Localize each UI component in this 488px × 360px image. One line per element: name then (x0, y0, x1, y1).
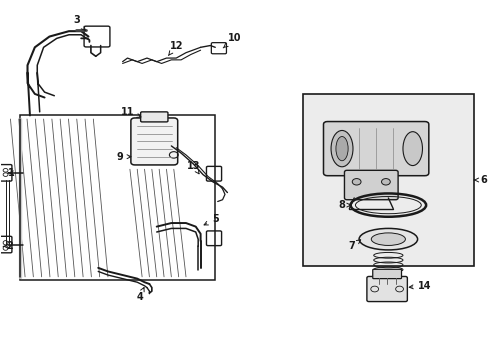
Text: 7: 7 (347, 240, 360, 251)
Text: 11: 11 (121, 107, 141, 117)
Ellipse shape (335, 136, 347, 161)
Text: 6: 6 (473, 175, 486, 185)
FancyBboxPatch shape (323, 122, 428, 176)
Text: 8: 8 (338, 200, 350, 210)
Text: 4: 4 (136, 288, 144, 302)
Ellipse shape (351, 179, 360, 185)
Text: 12: 12 (168, 41, 183, 55)
FancyBboxPatch shape (372, 269, 401, 279)
FancyBboxPatch shape (344, 170, 397, 200)
Text: 5: 5 (203, 215, 218, 225)
Ellipse shape (358, 228, 417, 250)
Text: 9: 9 (117, 152, 131, 162)
Ellipse shape (370, 233, 405, 246)
Text: 14: 14 (408, 281, 431, 291)
Polygon shape (303, 94, 473, 266)
Ellipse shape (330, 130, 352, 167)
Ellipse shape (402, 132, 422, 166)
Text: 2: 2 (3, 241, 13, 251)
Text: 13: 13 (186, 161, 200, 174)
FancyBboxPatch shape (131, 118, 177, 165)
Text: 3: 3 (73, 15, 85, 30)
FancyBboxPatch shape (366, 276, 407, 302)
FancyBboxPatch shape (141, 112, 167, 122)
Text: 1: 1 (8, 168, 15, 178)
Text: 10: 10 (223, 33, 241, 48)
Ellipse shape (381, 179, 389, 185)
